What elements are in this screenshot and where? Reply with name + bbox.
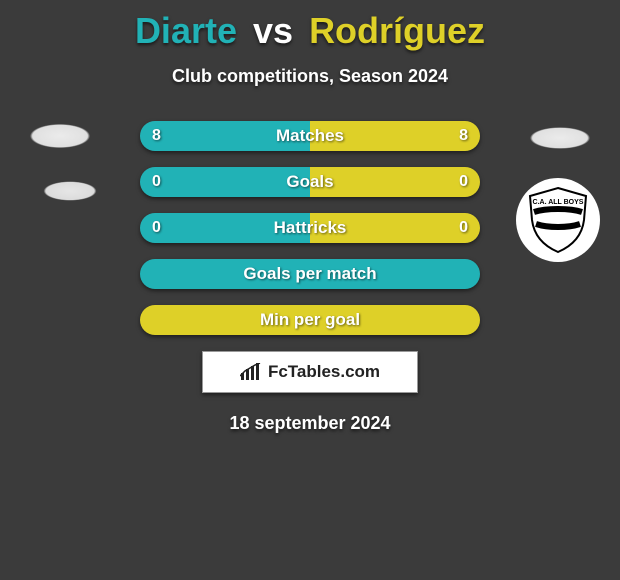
player2-avatar-placeholder [510,110,610,166]
branding-box: FcTables.com [202,351,418,393]
player2-name: Rodríguez [309,10,485,51]
stat-row-goals-per-match: Goals per match [140,259,480,289]
player1-club-placeholder [22,166,118,216]
player2-club-badge: C.A. ALL BOYS [516,178,600,262]
player1-name: Diarte [135,10,237,51]
player1-avatar-placeholder [10,104,110,168]
stat-row-matches: 8 Matches 8 [140,121,480,151]
stat-label: Matches [140,126,480,146]
shield-icon: C.A. ALL BOYS [526,186,590,254]
comparison-table: 8 Matches 8 0 Goals 0 0 Hattricks 0 Goal… [140,121,480,335]
subtitle: Club competitions, Season 2024 [0,66,620,87]
stat-row-goals: 0 Goals 0 [140,167,480,197]
stat-label: Hattricks [140,218,480,238]
vs-text: vs [253,10,293,51]
stat-label: Goals per match [140,264,480,284]
branding-text: FcTables.com [268,362,380,382]
title: Diarte vs Rodríguez [0,0,620,52]
stat-row-hattricks: 0 Hattricks 0 [140,213,480,243]
stat-row-min-per-goal: Min per goal [140,305,480,335]
stat-label: Min per goal [140,310,480,330]
stat-label: Goals [140,172,480,192]
bar-chart-icon [240,363,262,381]
badge-text: C.A. ALL BOYS [533,199,584,206]
date-text: 18 september 2024 [0,413,620,434]
